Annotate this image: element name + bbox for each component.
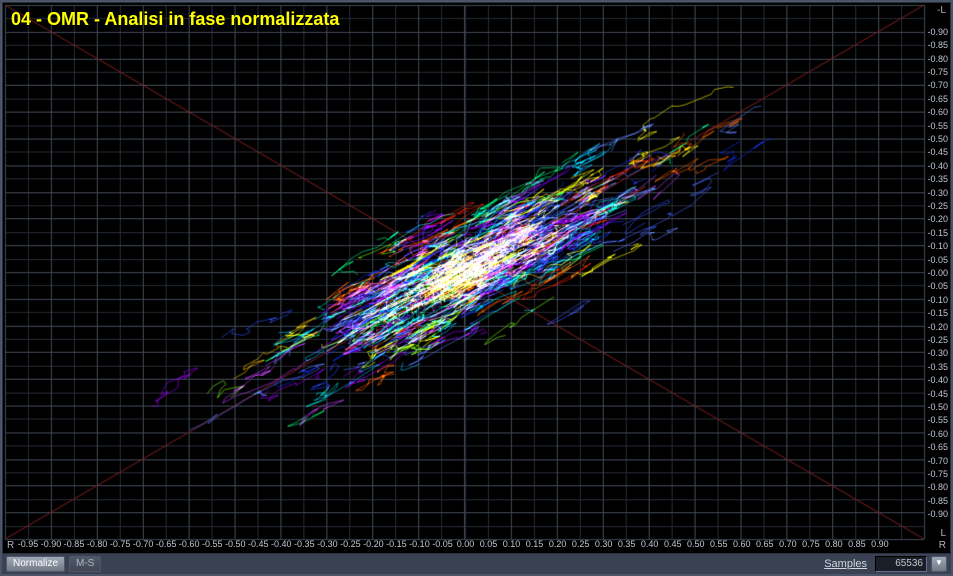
- x-tick: -0.45: [248, 539, 269, 549]
- y-tick: -0.70: [924, 80, 948, 90]
- x-tick: -0.85: [64, 539, 85, 549]
- x-tick: 0.45: [664, 539, 682, 549]
- x-tick: -0.30: [317, 539, 338, 549]
- y-tick: -0.25: [924, 201, 948, 211]
- x-tick: -0.70: [133, 539, 154, 549]
- y-tick: -0.85: [924, 496, 948, 506]
- bottom-toolbar: Normalize M-S Samples 65536 ▼: [2, 554, 951, 574]
- x-tick: -0.90: [41, 539, 62, 549]
- x-tick: 0.40: [641, 539, 659, 549]
- y-tick: -0.40: [924, 375, 948, 385]
- y-tick: -0.10: [924, 295, 948, 305]
- y-tick: -0.65: [924, 442, 948, 452]
- ms-button[interactable]: M-S: [69, 556, 101, 572]
- x-tick: -0.40: [271, 539, 292, 549]
- y-tick: -0.15: [924, 308, 948, 318]
- y-tick: -0.55: [924, 415, 948, 425]
- y-tick: -0.65: [924, 94, 948, 104]
- x-tick: 0.05: [480, 539, 498, 549]
- y-tick: -0.20: [924, 322, 948, 332]
- normalize-button[interactable]: Normalize: [6, 556, 65, 572]
- x-tick: -0.80: [87, 539, 108, 549]
- y-tick: -0.50: [924, 402, 948, 412]
- x-tick: -0.95: [18, 539, 39, 549]
- y-tick: -0.60: [924, 107, 948, 117]
- samples-value: 65536: [875, 556, 927, 572]
- x-tick: 0.50: [687, 539, 705, 549]
- y-tick: -0.00: [924, 268, 948, 278]
- x-tick: -0.25: [340, 539, 361, 549]
- x-tick: -0.10: [409, 539, 430, 549]
- y-tick: -0.75: [924, 67, 948, 77]
- y-tick: -0.30: [924, 348, 948, 358]
- corner-bottom-left-label: R: [7, 540, 14, 551]
- x-tick: 0.35: [618, 539, 636, 549]
- y-tick: -0.55: [924, 121, 948, 131]
- samples-label: Samples: [824, 558, 867, 570]
- samples-dropdown-icon[interactable]: ▼: [931, 556, 947, 572]
- x-tick: 0.30: [595, 539, 613, 549]
- y-tick: -0.90: [924, 27, 948, 37]
- y-tick: -0.45: [924, 147, 948, 157]
- x-tick: 0.75: [802, 539, 820, 549]
- x-tick: -0.05: [432, 539, 453, 549]
- x-tick: 0.55: [710, 539, 728, 549]
- y-tick: -0.25: [924, 335, 948, 345]
- x-tick: -0.75: [110, 539, 131, 549]
- y-tick: -0.35: [924, 174, 948, 184]
- y-tick: -0.05: [924, 255, 948, 265]
- x-axis-labels: -0.95-0.90-0.85-0.80-0.75-0.70-0.65-0.60…: [3, 539, 926, 551]
- x-tick: 0.85: [848, 539, 866, 549]
- y-tick: -0.40: [924, 161, 948, 171]
- phase-plot-container: 04 - OMR - Analisi in fase normalizzata …: [2, 2, 951, 554]
- x-tick: 0.90: [871, 539, 889, 549]
- y-tick: -0.20: [924, 214, 948, 224]
- y-tick: -0.15: [924, 228, 948, 238]
- x-tick: 0.25: [572, 539, 590, 549]
- x-tick: 0.65: [756, 539, 774, 549]
- y-tick: -0.90: [924, 509, 948, 519]
- chart-title: 04 - OMR - Analisi in fase normalizzata: [11, 9, 339, 30]
- y-axis-labels: -0.90 -0.85 -0.80 -0.75 -0.70 -0.65 -0.60 -0.55…: [924, 3, 948, 539]
- x-tick: -0.50: [225, 539, 246, 549]
- x-tick: 0.15: [526, 539, 544, 549]
- x-tick: 0.10: [503, 539, 521, 549]
- app-frame: 04 - OMR - Analisi in fase normalizzata …: [0, 0, 953, 576]
- corner-bottom-right-label: R: [939, 540, 946, 551]
- x-tick: 0.60: [733, 539, 751, 549]
- x-tick: -0.35: [294, 539, 315, 549]
- x-tick: -0.55: [202, 539, 223, 549]
- x-tick: 0.00: [457, 539, 475, 549]
- y-tick: -0.70: [924, 456, 948, 466]
- y-tick: -0.35: [924, 362, 948, 372]
- corner-top-right-label: -L: [937, 5, 946, 16]
- y-tick: -0.75: [924, 469, 948, 479]
- corner-bottom-right-upper-label: L: [940, 528, 946, 539]
- x-tick: 0.70: [779, 539, 797, 549]
- y-tick: -0.05: [924, 281, 948, 291]
- x-tick: -0.20: [363, 539, 384, 549]
- y-tick: -0.45: [924, 389, 948, 399]
- y-tick: -0.50: [924, 134, 948, 144]
- y-tick: -0.60: [924, 429, 948, 439]
- y-tick: -0.10: [924, 241, 948, 251]
- x-tick: 0.20: [549, 539, 567, 549]
- scatter-canvas: [3, 3, 950, 553]
- x-tick: -0.60: [179, 539, 200, 549]
- y-tick: -0.80: [924, 482, 948, 492]
- x-tick: -0.65: [156, 539, 177, 549]
- x-tick: -0.15: [386, 539, 407, 549]
- y-tick: -0.85: [924, 40, 948, 50]
- y-tick: -0.80: [924, 54, 948, 64]
- x-tick: 0.80: [825, 539, 843, 549]
- y-tick: -0.30: [924, 188, 948, 198]
